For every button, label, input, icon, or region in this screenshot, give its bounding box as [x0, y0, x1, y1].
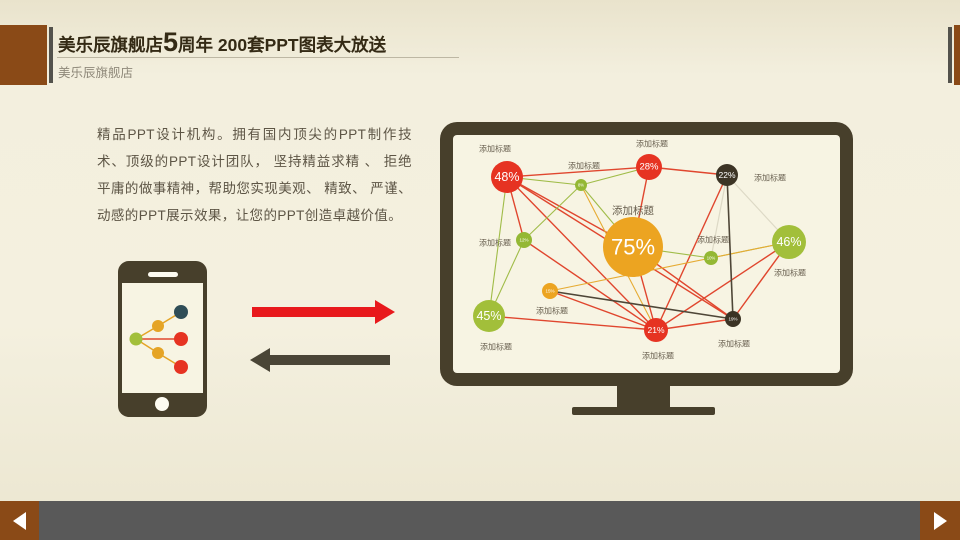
- edge-n22-n10: [710, 174, 728, 259]
- edge-n21-n45: [488, 315, 657, 331]
- monitor-stand-neck: [617, 385, 670, 408]
- node-label-n75: 添加标题: [612, 204, 654, 217]
- edge-n48-n45: [488, 176, 508, 317]
- node-n19: [725, 311, 741, 327]
- phone-home-button: [155, 397, 169, 411]
- phone-network-diagram: [129, 305, 188, 374]
- node-label-n15: 添加标题: [536, 306, 568, 316]
- node-r1: [173, 332, 188, 346]
- node-r2: [173, 360, 188, 374]
- edge-n15-n46: [549, 241, 790, 292]
- page-title: 美乐辰旗舰店5周年 200套PPT图表大放送: [58, 27, 386, 58]
- node-label-n22: 添加标题: [754, 173, 786, 183]
- body-paragraph: 精品PPT设计机构。拥有国内顶尖的PPT制作技术、顶级的PPT设计团队， 坚持精…: [97, 127, 412, 223]
- node-n46: [772, 225, 806, 259]
- edge-n22-n21: [655, 174, 728, 331]
- monitor-stand-base: [572, 407, 715, 415]
- node-hub: [129, 332, 142, 346]
- edge-n21-n46: [655, 241, 790, 331]
- edge-n48-n21: [506, 176, 657, 331]
- node-value-n46: 46%: [776, 235, 801, 249]
- node-o2: [151, 347, 164, 359]
- node-n75: [603, 217, 663, 277]
- node-value-n48: 48%: [494, 170, 519, 184]
- next-slide-button[interactable]: [920, 501, 960, 540]
- edge-n15-n19: [549, 290, 734, 320]
- phone-illustration: [118, 261, 207, 417]
- node-value-n22: 22%: [718, 170, 735, 180]
- accent-square-right: [954, 25, 960, 85]
- node-label-n46: 添加标题: [774, 268, 806, 278]
- title-number: 5: [163, 27, 179, 57]
- node-n48: [491, 161, 523, 193]
- edge-n48-n28: [506, 166, 650, 178]
- accent-vertical-bar-left: [49, 27, 53, 83]
- subtitle: 美乐辰旗舰店: [58, 66, 134, 80]
- accent-vertical-bar-right: [948, 27, 952, 83]
- node-label-n19: 添加标题: [718, 339, 750, 349]
- transfer-arrows: [250, 300, 395, 372]
- edge-n21-n19: [655, 318, 734, 331]
- left-triangle-icon: [13, 511, 26, 530]
- node-n45: [473, 300, 505, 332]
- node-value-n12: 12%: [519, 238, 528, 243]
- node-label-n10: 添加标题: [697, 235, 729, 245]
- monitor-network-diagram: 48% 添加标题 8% 添加标题 28% 添加标题 22% 添加标题 75% 添加标题 12% 添加标…: [473, 139, 806, 361]
- node-o1: [151, 320, 164, 332]
- accent-square-left: [0, 25, 47, 85]
- node-value-n21: 21%: [647, 325, 664, 335]
- node-value-n15: 15%: [545, 289, 554, 294]
- node-label-n12: 添加标题: [479, 238, 511, 248]
- edge-n22-n19: [726, 174, 734, 320]
- node-n12: [516, 232, 532, 248]
- node-n15: [542, 283, 558, 299]
- footer-bar: [39, 501, 920, 540]
- edge-n8-n12: [523, 184, 582, 241]
- red-arrow-right-icon: [252, 300, 395, 324]
- node-n21: [644, 318, 668, 342]
- node-value-n8: 8%: [578, 183, 584, 188]
- phone-screen: [121, 283, 203, 393]
- node-value-n28: 28%: [639, 162, 659, 173]
- dark-arrow-left-icon: [250, 348, 390, 372]
- node-label-n48: 添加标题: [479, 144, 511, 154]
- edge-n28-n22: [648, 166, 728, 176]
- monitor-illustration: 48% 添加标题 8% 添加标题 28% 添加标题 22% 添加标题 75% 添加标题 12% 添加标…: [440, 122, 853, 386]
- node-n8: [575, 179, 587, 191]
- edge-n15-n21: [549, 290, 657, 331]
- phone-speaker: [148, 272, 178, 277]
- node-value-n10: 10%: [707, 256, 716, 261]
- node-label-n21: 添加标题: [642, 351, 674, 361]
- node-n28: [636, 154, 662, 180]
- title-prefix: 美乐辰旗舰店: [58, 35, 163, 55]
- monitor-screen: 48% 添加标题 8% 添加标题 28% 添加标题 22% 添加标题 75% 添加标题 12% 添加标…: [453, 135, 840, 373]
- title-rest: 周年 200套PPT图表大放送: [178, 35, 387, 55]
- node-label-n45: 添加标题: [480, 342, 512, 352]
- prev-slide-button[interactable]: [0, 501, 39, 540]
- node-n22: [716, 164, 738, 186]
- title-divider: [57, 57, 459, 58]
- node-label-n8: 添加标题: [568, 161, 600, 171]
- edge-n12-n21: [523, 239, 657, 331]
- right-triangle-icon: [933, 511, 947, 530]
- node-value-n19: 19%: [728, 317, 737, 322]
- node-value-n45: 45%: [476, 309, 501, 323]
- node-n10: [704, 251, 718, 265]
- node-t1: [173, 305, 188, 319]
- node-label-n28: 添加标题: [636, 139, 668, 149]
- node-value-n75: 75%: [611, 235, 655, 260]
